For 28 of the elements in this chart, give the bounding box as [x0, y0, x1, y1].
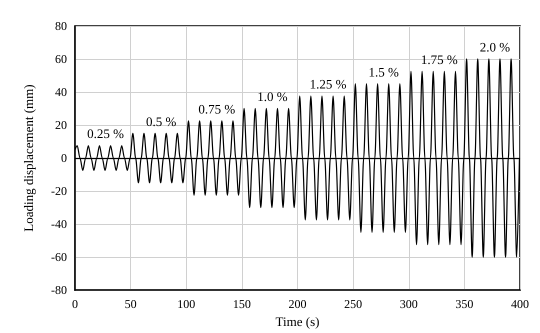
annotation: 0.75 % — [198, 101, 236, 116]
y-tick-label: -80 — [51, 283, 67, 298]
y-tick-label: 0 — [61, 151, 67, 166]
x-axis-title: Time (s) — [276, 314, 320, 329]
x-tick-label: 0 — [72, 297, 78, 312]
y-tick-label: 60 — [55, 52, 67, 66]
x-tick-label: 400 — [511, 297, 529, 312]
x-tick-label: 300 — [400, 297, 418, 312]
annotation: 2.0 % — [480, 40, 510, 55]
annotation: 1.75 % — [420, 52, 458, 67]
y-tick-label: -20 — [51, 184, 67, 198]
annotation: 1.25 % — [310, 76, 347, 92]
annotation: 0.25 % — [87, 126, 124, 142]
y-axis-title: Loading displacement (mm) — [21, 84, 36, 232]
x-tick-label: 100 — [177, 297, 196, 312]
x-tick-label: 200 — [288, 297, 306, 312]
annotation: 1.5 % — [368, 64, 400, 80]
annotation: 1.0 % — [257, 89, 288, 104]
x-tick-label: 350 — [455, 297, 474, 312]
annotation: 0.5 % — [146, 114, 177, 129]
y-tick-label: 20 — [55, 118, 67, 132]
y-tick-label: -40 — [51, 217, 67, 232]
y-tick-label: 80 — [55, 19, 67, 33]
x-tick-label: 250 — [344, 297, 362, 312]
x-tick-label: 150 — [232, 297, 251, 312]
y-tick-label: -60 — [51, 250, 67, 264]
y-tick-label: 40 — [55, 85, 67, 100]
x-tick-label: 50 — [124, 297, 137, 312]
